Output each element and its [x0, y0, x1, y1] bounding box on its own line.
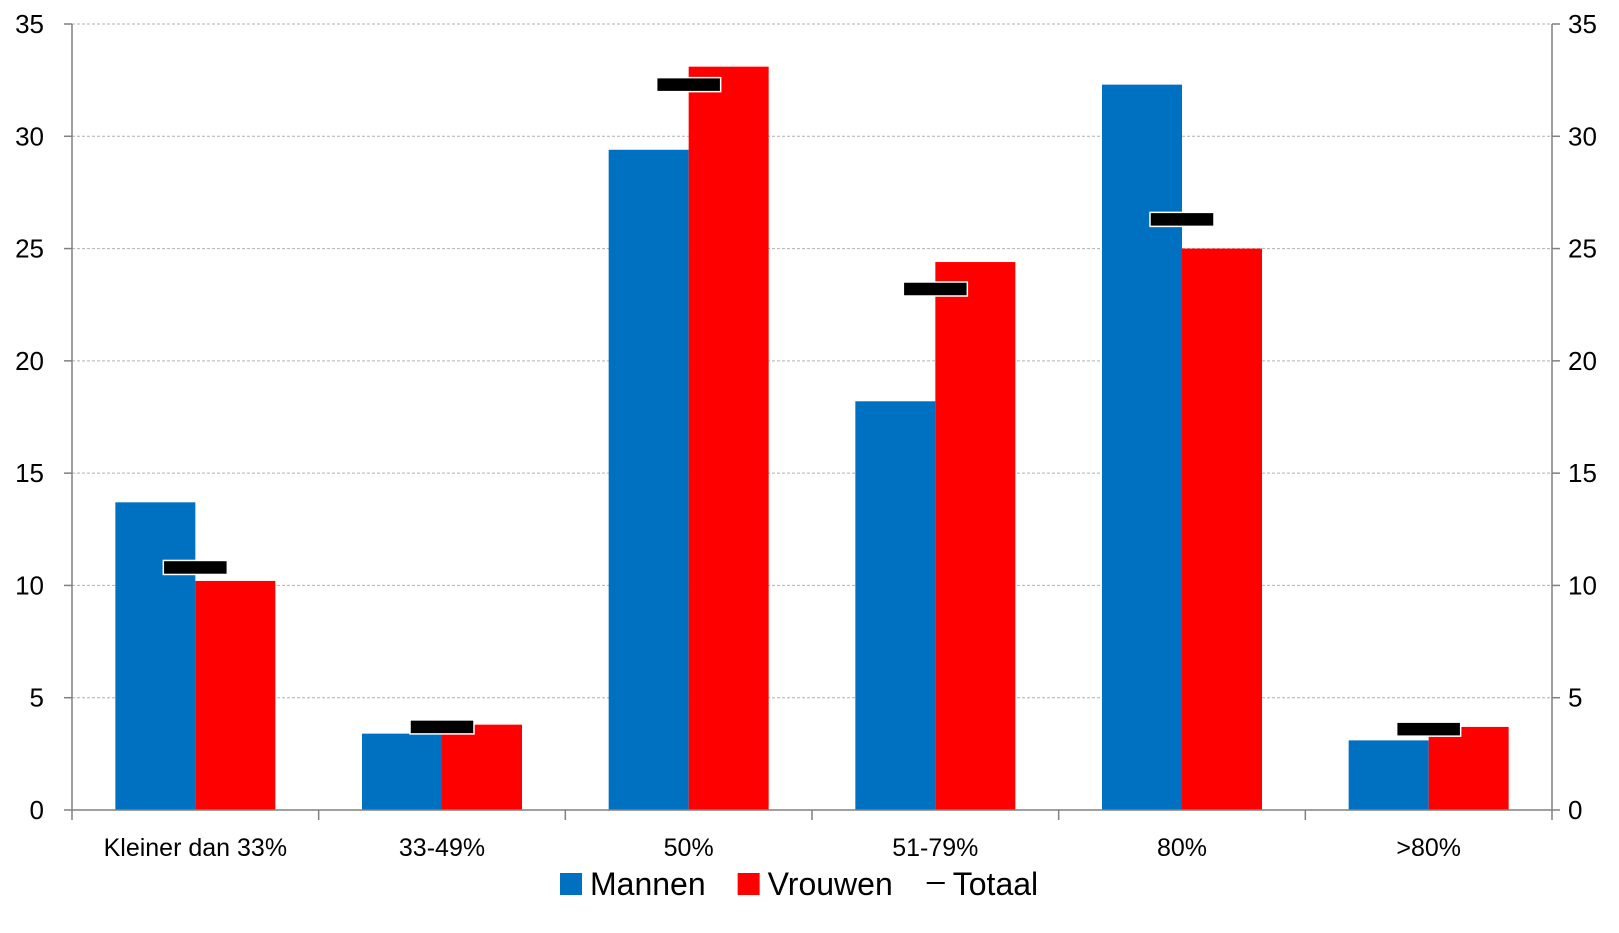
y-tick-label-right: 0: [1568, 795, 1582, 825]
bar-vrouwen: [195, 580, 276, 810]
y-tick-label-right: 20: [1568, 346, 1597, 376]
bar-vrouwen: [442, 724, 522, 810]
bar-vrouwen: [688, 66, 769, 810]
marker-totaal: [1149, 211, 1215, 228]
x-tick-label: 50%: [664, 834, 714, 862]
x-tick-label: Kleiner dan 33%: [104, 834, 287, 862]
bar-mannen: [115, 502, 196, 810]
y-tick-label-left: 15: [15, 458, 44, 488]
axes: 0 0 5 5 10 10 15 15 20 20 25 25 30 30 35 35 Kleiner dan …: [15, 9, 1597, 862]
bar-mannen: [855, 401, 936, 810]
marker-totaal: [655, 76, 722, 93]
y-tick-label-left: 20: [15, 346, 44, 376]
bars: [115, 66, 1509, 811]
legend-swatch-mannen: [560, 873, 582, 895]
y-tick-label-right: 30: [1568, 121, 1597, 151]
bar-vrouwen: [1428, 726, 1509, 810]
bar-mannen: [608, 149, 689, 810]
y-tick-label-left: 30: [15, 121, 44, 151]
legend-label-mannen: Mannen: [590, 866, 706, 902]
bar-vrouwen: [935, 262, 1016, 810]
x-tick-label: 80%: [1157, 834, 1207, 862]
x-tick-label: 33-49%: [399, 834, 485, 862]
x-tick-label: 51-79%: [892, 834, 978, 862]
legend-label-totaal: Totaal: [953, 866, 1038, 902]
y-tick-label-left: 35: [15, 9, 44, 39]
y-tick-label-right: 25: [1568, 234, 1597, 264]
y-tick-label-left: 0: [30, 795, 44, 825]
x-tick-label: >80%: [1396, 834, 1461, 862]
bar-mannen: [1348, 740, 1429, 810]
total-markers: [162, 76, 1462, 737]
y-tick-label-left: 5: [30, 683, 44, 713]
marker-totaal: [409, 719, 475, 735]
y-tick-label-right: 10: [1568, 570, 1597, 600]
bar-mannen: [362, 733, 442, 810]
gridlines: [72, 23, 1552, 699]
y-tick-label-left: 25: [15, 234, 44, 264]
bar-mannen: [1102, 84, 1182, 811]
bar-vrouwen: [1182, 248, 1262, 811]
marker-totaal: [1395, 721, 1462, 737]
y-tick-label-right: 35: [1568, 9, 1597, 39]
legend: Mannen Vrouwen Totaal: [560, 866, 1038, 902]
y-tick-label-right: 5: [1568, 683, 1582, 713]
legend-label-vrouwen: Vrouwen: [768, 866, 893, 902]
legend-swatch-vrouwen: [737, 873, 760, 895]
y-tick-label-right: 15: [1568, 458, 1597, 488]
marker-totaal: [902, 281, 969, 297]
y-tick-label-left: 10: [15, 570, 44, 600]
marker-totaal: [162, 559, 229, 576]
